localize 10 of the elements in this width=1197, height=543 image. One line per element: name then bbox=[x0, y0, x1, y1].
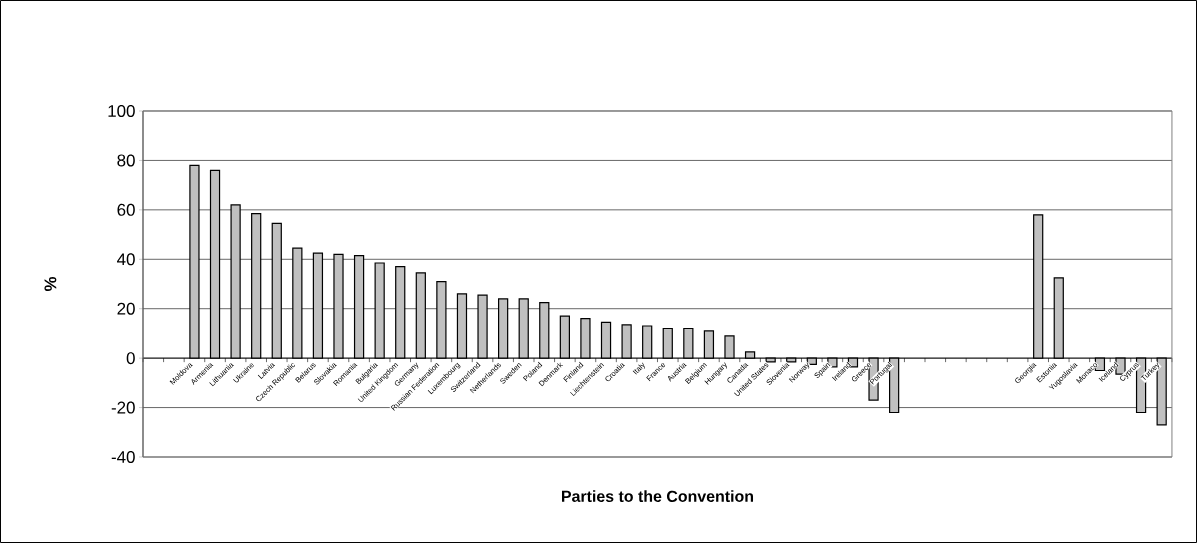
y-tick-label: 80 bbox=[117, 154, 135, 167]
y-tick-label: 60 bbox=[117, 203, 135, 216]
y-axis-title: % bbox=[44, 276, 57, 292]
y-tick-label: -20 bbox=[111, 401, 135, 414]
y-tick-label: 20 bbox=[117, 302, 135, 315]
x-axis-title: Parties to the Convention bbox=[562, 490, 754, 502]
y-tick-label: 100 bbox=[108, 105, 135, 117]
y-tick-label: -40 bbox=[111, 451, 135, 463]
y-tick-label: 40 bbox=[117, 253, 135, 266]
y-tick-label: 0 bbox=[126, 352, 135, 365]
